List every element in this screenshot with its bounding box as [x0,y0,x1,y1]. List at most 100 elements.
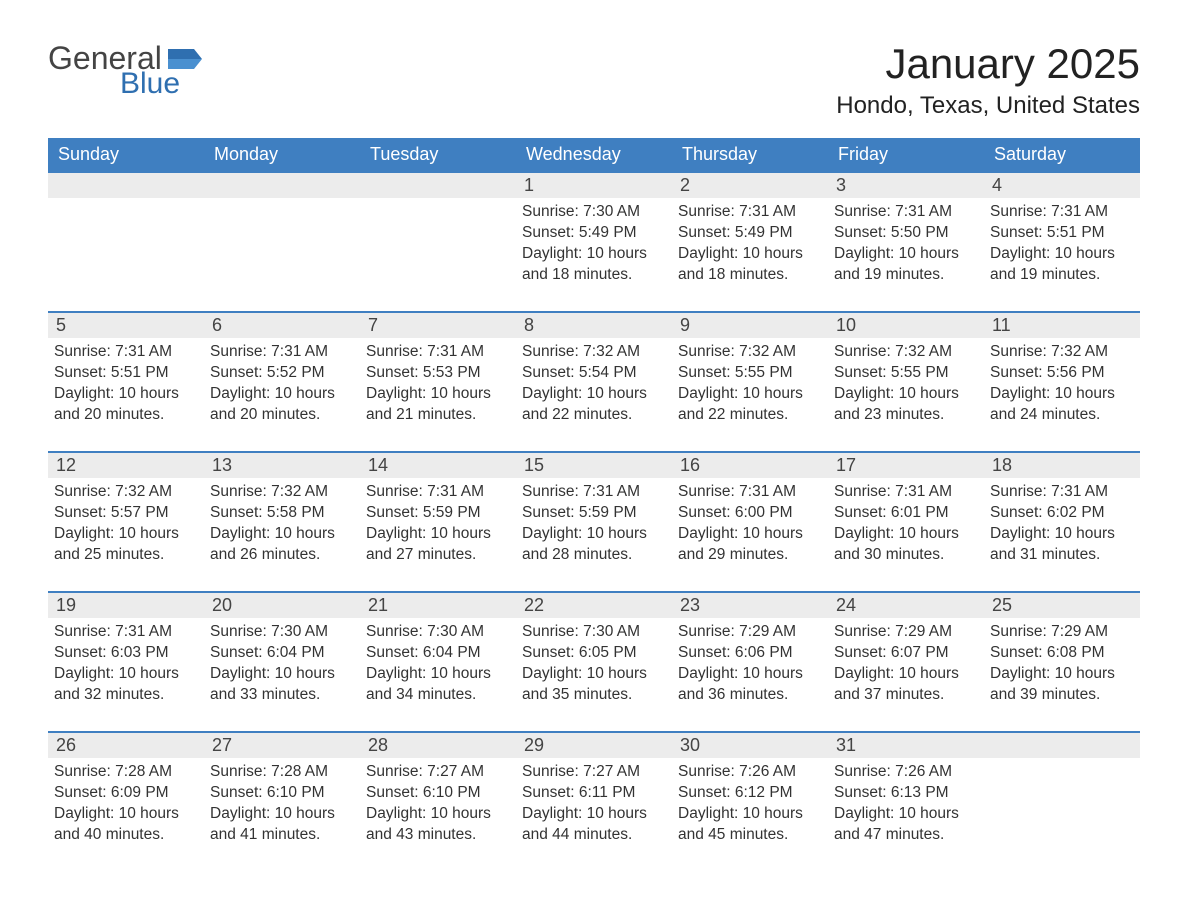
day-number: 14 [360,453,516,478]
day-number: 1 [516,173,672,198]
calendar-cell: 17 Sunrise: 7:31 AMSunset: 6:01 PMDayligh… [828,452,984,592]
day-number: 3 [828,173,984,198]
calendar-cell: 24 Sunrise: 7:29 AMSunset: 6:07 PMDayligh… [828,592,984,732]
day-number: 18 [984,453,1140,478]
day-number [984,733,1140,758]
day-details: Sunrise: 7:31 AMSunset: 5:59 PMDaylight:… [522,482,666,566]
day-details: Sunrise: 7:30 AMSunset: 6:04 PMDaylight:… [210,622,354,706]
day-number: 17 [828,453,984,478]
calendar-week-row: 26 Sunrise: 7:28 AMSunset: 6:09 PMDayligh… [48,732,1140,872]
day-number: 16 [672,453,828,478]
weekday-header: Friday [828,138,984,172]
month-title: January 2025 [836,40,1140,88]
day-details: Sunrise: 7:32 AMSunset: 5:54 PMDaylight:… [522,342,666,426]
day-number: 30 [672,733,828,758]
day-number: 26 [48,733,204,758]
day-number: 8 [516,313,672,338]
calendar-cell: 23 Sunrise: 7:29 AMSunset: 6:06 PMDayligh… [672,592,828,732]
calendar-cell: 8 Sunrise: 7:32 AMSunset: 5:54 PMDaylight… [516,312,672,452]
logo-text-blue: Blue [120,67,180,101]
calendar-cell: 13Sunrise: 7:32 AMSunset: 5:58 PMDayligh… [204,452,360,592]
day-number: 12 [48,453,204,478]
calendar-cell: 11Sunrise: 7:32 AMSunset: 5:56 PMDayligh… [984,312,1140,452]
day-number: 24 [828,593,984,618]
calendar-cell [360,172,516,312]
calendar-cell: 29 Sunrise: 7:27 AMSunset: 6:11 PMDayligh… [516,732,672,872]
day-details: Sunrise: 7:30 AMSunset: 6:04 PMDaylight:… [366,622,510,706]
calendar-cell: 18 Sunrise: 7:31 AMSunset: 6:02 PMDayligh… [984,452,1140,592]
calendar-week-row: 1 Sunrise: 7:30 AMSunset: 5:49 PMDaylight… [48,172,1140,312]
day-details: Sunrise: 7:32 AMSunset: 5:58 PMDaylight:… [210,482,354,566]
weekday-header: Monday [204,138,360,172]
day-number: 22 [516,593,672,618]
calendar-week-row: 12 Sunrise: 7:32 AMSunset: 5:57 PMDayligh… [48,452,1140,592]
calendar-cell [48,172,204,312]
weekday-header: Wednesday [516,138,672,172]
calendar-cell: 30Sunrise: 7:26 AMSunset: 6:12 PMDayligh… [672,732,828,872]
day-number: 20 [204,593,360,618]
day-details: Sunrise: 7:30 AMSunset: 6:05 PMDaylight:… [522,622,666,706]
calendar-cell: 15 Sunrise: 7:31 AMSunset: 5:59 PMDayligh… [516,452,672,592]
calendar-cell: 1 Sunrise: 7:30 AMSunset: 5:49 PMDaylight… [516,172,672,312]
calendar-cell [984,732,1140,872]
day-details: Sunrise: 7:31 AMSunset: 5:59 PMDaylight:… [366,482,510,566]
calendar-week-row: 5Sunrise: 7:31 AMSunset: 5:51 PMDaylight… [48,312,1140,452]
day-details: Sunrise: 7:31 AMSunset: 6:02 PMDaylight:… [990,482,1134,566]
day-details: Sunrise: 7:29 AMSunset: 6:08 PMDaylight:… [990,622,1134,706]
calendar-cell: 9 Sunrise: 7:32 AMSunset: 5:55 PMDaylight… [672,312,828,452]
day-details: Sunrise: 7:27 AMSunset: 6:11 PMDaylight:… [522,762,666,846]
calendar-cell: 22 Sunrise: 7:30 AMSunset: 6:05 PMDayligh… [516,592,672,732]
day-details: Sunrise: 7:28 AMSunset: 6:09 PMDaylight:… [54,762,198,846]
day-details: Sunrise: 7:30 AMSunset: 5:49 PMDaylight:… [522,202,666,286]
calendar-cell: 5Sunrise: 7:31 AMSunset: 5:51 PMDaylight… [48,312,204,452]
location-subtitle: Hondo, Texas, United States [836,92,1140,120]
calendar-cell: 2 Sunrise: 7:31 AMSunset: 5:49 PMDaylight… [672,172,828,312]
day-number: 9 [672,313,828,338]
title-block: January 2025 Hondo, Texas, United States [836,40,1140,120]
weekday-header: Thursday [672,138,828,172]
page-header: General Blue January 2025 Hondo, Texas, … [48,40,1140,120]
day-details: Sunrise: 7:29 AMSunset: 6:07 PMDaylight:… [834,622,978,706]
day-details: Sunrise: 7:29 AMSunset: 6:06 PMDaylight:… [678,622,822,706]
day-details: Sunrise: 7:28 AMSunset: 6:10 PMDaylight:… [210,762,354,846]
weekday-header: Sunday [48,138,204,172]
calendar-cell [204,172,360,312]
weekday-header: Tuesday [360,138,516,172]
calendar-cell: 7Sunrise: 7:31 AMSunset: 5:53 PMDaylight… [360,312,516,452]
day-number: 25 [984,593,1140,618]
day-number: 4 [984,173,1140,198]
day-details: Sunrise: 7:31 AMSunset: 5:49 PMDaylight:… [678,202,822,286]
calendar-cell: 4 Sunrise: 7:31 AMSunset: 5:51 PMDaylight… [984,172,1140,312]
day-details: Sunrise: 7:31 AMSunset: 5:51 PMDaylight:… [54,342,198,426]
calendar-cell: 25 Sunrise: 7:29 AMSunset: 6:08 PMDayligh… [984,592,1140,732]
day-number [360,173,516,198]
day-details: Sunrise: 7:32 AMSunset: 5:55 PMDaylight:… [678,342,822,426]
calendar-cell: 6Sunrise: 7:31 AMSunset: 5:52 PMDaylight… [204,312,360,452]
day-number: 29 [516,733,672,758]
day-number: 31 [828,733,984,758]
weekday-header: Saturday [984,138,1140,172]
calendar-cell: 28Sunrise: 7:27 AMSunset: 6:10 PMDayligh… [360,732,516,872]
day-number: 2 [672,173,828,198]
day-number: 23 [672,593,828,618]
calendar-cell: 16Sunrise: 7:31 AMSunset: 6:00 PMDayligh… [672,452,828,592]
day-details: Sunrise: 7:32 AMSunset: 5:55 PMDaylight:… [834,342,978,426]
day-number: 6 [204,313,360,338]
day-number: 27 [204,733,360,758]
calendar-cell: 21 Sunrise: 7:30 AMSunset: 6:04 PMDayligh… [360,592,516,732]
day-details: Sunrise: 7:32 AMSunset: 5:57 PMDaylight:… [54,482,198,566]
calendar-cell: 12 Sunrise: 7:32 AMSunset: 5:57 PMDayligh… [48,452,204,592]
calendar-body: 1 Sunrise: 7:30 AMSunset: 5:49 PMDaylight… [48,172,1140,872]
day-details: Sunrise: 7:31 AMSunset: 5:51 PMDaylight:… [990,202,1134,286]
day-details: Sunrise: 7:31 AMSunset: 6:01 PMDaylight:… [834,482,978,566]
day-number: 19 [48,593,204,618]
calendar-cell: 20 Sunrise: 7:30 AMSunset: 6:04 PMDayligh… [204,592,360,732]
day-number: 10 [828,313,984,338]
day-details: Sunrise: 7:31 AMSunset: 5:50 PMDaylight:… [834,202,978,286]
day-number: 21 [360,593,516,618]
day-number: 15 [516,453,672,478]
calendar-cell: 31Sunrise: 7:26 AMSunset: 6:13 PMDayligh… [828,732,984,872]
day-number: 28 [360,733,516,758]
calendar-cell: 10 Sunrise: 7:32 AMSunset: 5:55 PMDayligh… [828,312,984,452]
day-number [48,173,204,198]
